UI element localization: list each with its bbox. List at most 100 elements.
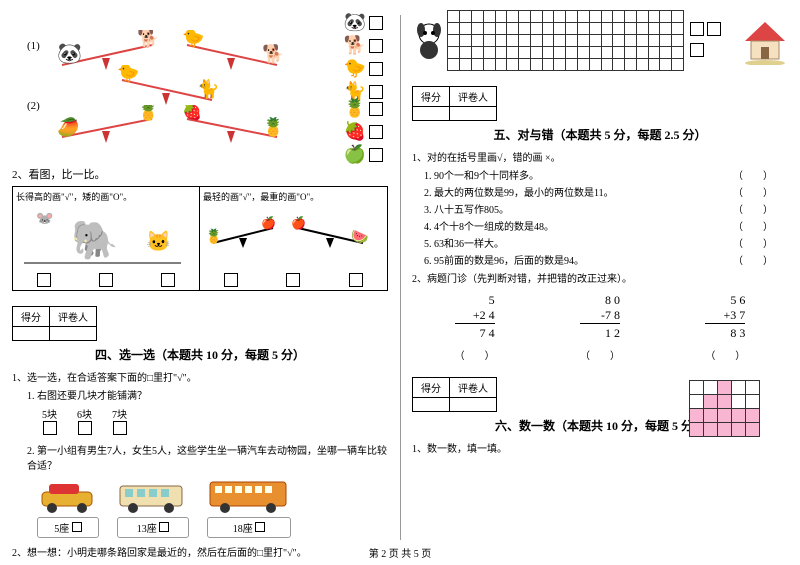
- seat-18: 18座: [233, 524, 253, 535]
- seat-13: 13座: [137, 524, 157, 535]
- checkbox[interactable]: [161, 273, 175, 287]
- score-cell[interactable]: [413, 398, 450, 412]
- opt-7: 7块: [112, 410, 127, 421]
- paren[interactable]: （ ）: [733, 184, 773, 199]
- checkbox[interactable]: [369, 148, 383, 162]
- math-prob-1: 5 +2 4 7 4 （ ）: [455, 293, 495, 362]
- checkbox[interactable]: [369, 125, 383, 139]
- checkbox[interactable]: [37, 273, 51, 287]
- score-label: 得分: [413, 378, 450, 398]
- checkbox[interactable]: [224, 273, 238, 287]
- section4-title: 四、选一选（本题共 10 分，每题 5 分）: [12, 346, 388, 363]
- paren[interactable]: （ ）: [733, 235, 773, 250]
- label-1: (1): [27, 40, 40, 52]
- checkbox[interactable]: [159, 522, 169, 532]
- grader-cell[interactable]: [50, 327, 97, 341]
- svg-text:🐕: 🐕: [262, 43, 284, 64]
- apple-icon: 🍏: [344, 144, 366, 165]
- svg-text:🐤: 🐤: [182, 30, 204, 48]
- s4-q1-2: 2. 第一小组有男生7人，女生5人，这些学生坐一辆汽车去动物园，坐哪一辆车比较合…: [27, 442, 388, 472]
- checkbox[interactable]: [43, 421, 57, 435]
- score-table-5: 得分 评卷人: [412, 86, 497, 121]
- score-table-6: 得分 评卷人: [412, 377, 497, 412]
- chick-icon: 🐤: [344, 58, 366, 79]
- svg-text:🍍: 🍍: [137, 105, 159, 121]
- checkbox[interactable]: [369, 62, 383, 76]
- score-table-4: 得分 评卷人: [12, 306, 97, 341]
- left-column: (1) (2) 🐼 🐕 🐤 🐕 🐤 🐈 🥭 🍍: [0, 0, 400, 565]
- cell1-title: 长得高的画"√"，矮的画"O"。: [16, 190, 196, 203]
- checkbox[interactable]: [72, 522, 82, 532]
- math-b: -7 8: [580, 308, 620, 323]
- checkbox[interactable]: [369, 16, 383, 30]
- paren[interactable]: （ ）: [705, 347, 745, 362]
- paren[interactable]: （ ）: [733, 252, 773, 267]
- seat-5: 5座: [54, 524, 69, 535]
- svg-text:🍍: 🍍: [262, 116, 284, 137]
- seesaw-5: 🍓 🍍: [177, 105, 287, 145]
- tf-4: 4. 4个十8个一组成的数是48。: [424, 218, 554, 233]
- checkbox[interactable]: [113, 421, 127, 435]
- grader-cell[interactable]: [450, 107, 497, 121]
- tf-6: 6. 95前面的数是96，后面的数是94。: [424, 252, 584, 267]
- math-b: +2 4: [455, 308, 495, 323]
- seesaw-question-area: (1) (2) 🐼 🐕 🐤 🐕 🐤 🐈 🥭 🍍: [12, 10, 388, 140]
- paren[interactable]: （ ）: [733, 167, 773, 182]
- elephant-scene: 🐭 🐘 🐱: [16, 203, 186, 273]
- seesaw-3: 🐤 🐈: [112, 65, 222, 110]
- balance-scene: 🍍 🍎 🍎 🍉: [203, 203, 373, 273]
- label-2: (2): [27, 100, 40, 112]
- math-a: 8 0: [580, 293, 620, 308]
- house-icon: [741, 17, 788, 65]
- checkbox[interactable]: [690, 22, 704, 36]
- checkbox[interactable]: [78, 421, 92, 435]
- checkbox[interactable]: [707, 22, 721, 36]
- paren[interactable]: （ ）: [733, 218, 773, 233]
- grader-label: 评卷人: [450, 87, 497, 107]
- right-column: 得分 评卷人 五、对与错（本题共 5 分，每题 2.5 分） 1、对的在括号里画…: [400, 0, 800, 565]
- grader-label: 评卷人: [450, 378, 497, 398]
- math-r: 7 4: [455, 323, 495, 341]
- paren[interactable]: （ ）: [455, 347, 495, 362]
- s5-q1: 1、对的在括号里画√，错的画 ×。: [412, 149, 788, 164]
- checkbox[interactable]: [369, 102, 383, 116]
- math-prob-2: 8 0 -7 8 1 2 （ ）: [580, 293, 620, 362]
- checkbox[interactable]: [286, 273, 300, 287]
- svg-text:🍎: 🍎: [261, 215, 276, 230]
- math-prob-3: 5 6 +3 7 8 3 （ ）: [705, 293, 745, 362]
- checkbox[interactable]: [369, 39, 383, 53]
- checkbox[interactable]: [255, 522, 265, 532]
- grader-label: 评卷人: [50, 307, 97, 327]
- compare-box: 长得高的画"√"，矮的画"O"。 🐭 🐘 🐱 最轻的画"√"，最重的画"O"。 …: [12, 186, 388, 291]
- score-cell[interactable]: [13, 327, 50, 341]
- pineapple-icon: 🍍: [344, 98, 366, 119]
- svg-text:🍍: 🍍: [205, 228, 222, 245]
- paren[interactable]: （ ）: [733, 201, 773, 216]
- path-grid: [447, 10, 684, 71]
- grader-cell[interactable]: [450, 398, 497, 412]
- dog-icon: [412, 20, 445, 62]
- strawberry-icon: 🍓: [344, 121, 366, 142]
- tf-5: 5. 63和36一样大。: [424, 235, 504, 250]
- svg-text:🐱: 🐱: [146, 230, 171, 253]
- grid-figure: [689, 380, 760, 437]
- svg-text:🥭: 🥭: [57, 116, 79, 138]
- tf-1: 1. 90个一和9个十同样多。: [424, 167, 539, 182]
- checkbox[interactable]: [369, 85, 383, 99]
- svg-text:🍓: 🍓: [182, 105, 202, 121]
- score-label: 得分: [13, 307, 50, 327]
- compare-cell-2: 最轻的画"√"，最重的画"O"。 🍍 🍎 🍎 🍉: [200, 187, 387, 290]
- car-icon: [37, 482, 99, 514]
- checkbox[interactable]: [690, 43, 704, 57]
- svg-text:🐘: 🐘: [71, 219, 118, 262]
- bus-icon: [207, 478, 291, 514]
- math-a: 5: [455, 293, 495, 308]
- checkbox[interactable]: [349, 273, 363, 287]
- svg-text:🐭: 🐭: [36, 212, 53, 227]
- math-r: 8 3: [705, 323, 745, 341]
- checkbox[interactable]: [99, 273, 113, 287]
- paren[interactable]: （ ）: [580, 347, 620, 362]
- tf-2: 2. 最大的两位数是99，最小的两位数是11。: [424, 184, 614, 199]
- score-cell[interactable]: [413, 107, 450, 121]
- math-a: 5 6: [705, 293, 745, 308]
